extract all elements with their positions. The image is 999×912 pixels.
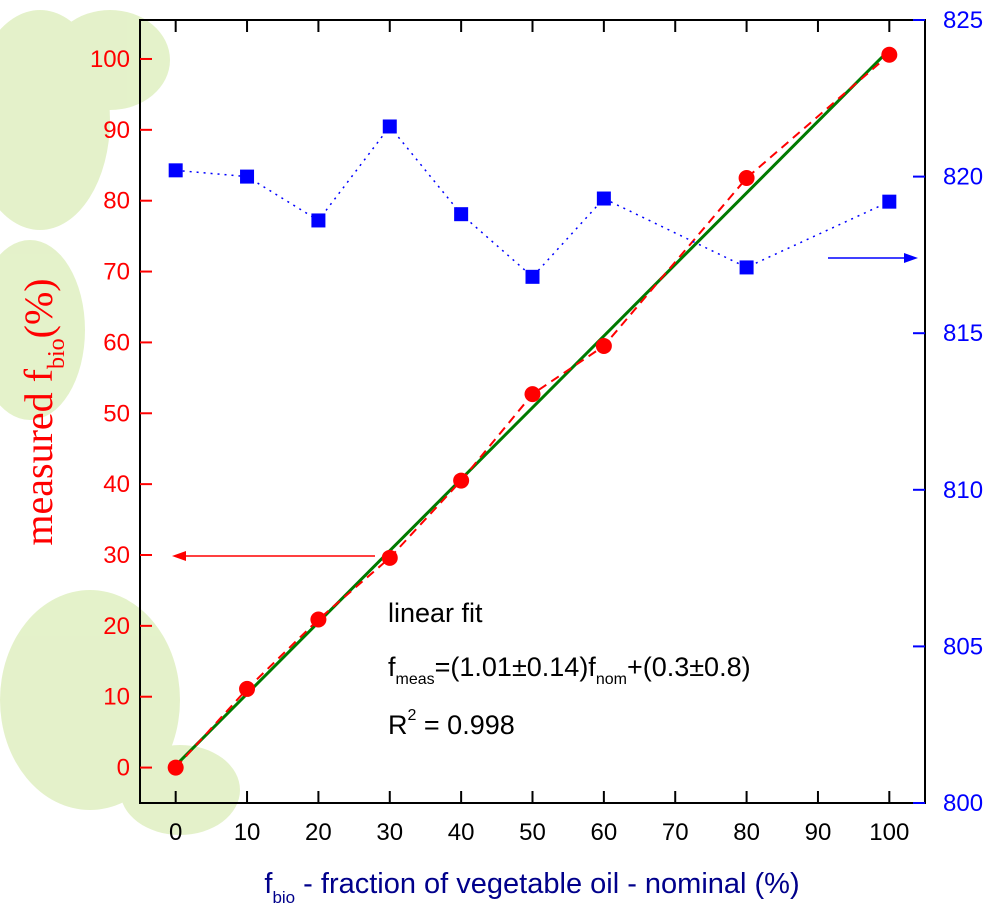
series-line: [175, 125, 890, 278]
marker-circle: [595, 337, 612, 354]
fit-r2: R2 = 0.998: [388, 707, 515, 740]
marker-square: [525, 269, 540, 284]
y2-tick-label: 820: [943, 164, 983, 191]
y-axis-label: measured fbio(%): [16, 278, 70, 545]
y-label-subscript: bio: [44, 338, 70, 369]
x-tick-label: 10: [234, 819, 261, 846]
y-tick-label: 30: [103, 542, 130, 569]
formula-subscript: nom: [596, 671, 627, 688]
right-axis-arrowhead: [904, 253, 918, 263]
y-tick-label: 40: [103, 471, 130, 498]
y-tick-label: 20: [103, 613, 130, 640]
formula-part: =(1.01±0.14)f: [435, 652, 597, 682]
x-axis-label: fbio - fraction of vegetable oil - nomin…: [264, 868, 799, 907]
r2-superscript: 2: [408, 707, 417, 724]
y-tick-label: 80: [103, 188, 130, 215]
y-tick-label: 100: [90, 46, 130, 73]
y-tick-label: 50: [103, 400, 130, 427]
fit-title: linear fit: [388, 598, 483, 628]
x-tick-label: 80: [733, 819, 760, 846]
y-label-part: (%): [16, 278, 61, 338]
marker-circle: [881, 46, 898, 63]
x-tick-label: 100: [869, 819, 909, 846]
x-tick-label: 0: [169, 819, 182, 846]
r2-part: R: [388, 710, 408, 740]
x-tick-label: 90: [805, 819, 832, 846]
y2-tick-label: 825: [943, 7, 983, 34]
x-tick-label: 30: [376, 819, 403, 846]
y-tick-label: 70: [103, 259, 130, 286]
formula-subscript: meas: [396, 671, 435, 688]
r2-part: = 0.998: [416, 710, 514, 740]
x-tick-label: 20: [305, 819, 332, 846]
x-tick-label: 70: [662, 819, 689, 846]
y-tick-label: 0: [117, 755, 130, 782]
y-tick-label: 90: [103, 117, 130, 144]
formula-part: +(0.3±0.8): [627, 652, 751, 682]
y-tick-label: 10: [103, 684, 130, 711]
x-tick-label: 60: [591, 819, 618, 846]
formula-part: f: [388, 652, 396, 682]
marker-square: [311, 213, 326, 228]
x-tick-label: 40: [448, 819, 475, 846]
marker-square: [382, 119, 397, 134]
left-axis-arrowhead: [172, 551, 186, 561]
y-tick-label: 60: [103, 329, 130, 356]
x-label-part: - fraction of vegetable oil - nominal (%…: [295, 868, 800, 900]
marker-square: [596, 191, 611, 206]
y2-tick-label: 815: [943, 320, 983, 347]
marker-circle: [310, 611, 327, 628]
x-label-subscript: bio: [272, 888, 295, 907]
marker-square: [168, 163, 183, 178]
marker-square: [240, 169, 255, 184]
plot-frame: [139, 19, 926, 804]
y-label-part: measured f: [16, 368, 61, 545]
marker-circle: [167, 759, 184, 776]
marker-square: [739, 260, 754, 275]
fit-line: [174, 48, 891, 767]
marker-square: [454, 207, 469, 222]
marker-circle: [524, 386, 541, 403]
x-tick-label: 50: [519, 819, 546, 846]
fit-formula: fmeas=(1.01±0.14)fnom+(0.3±0.8): [388, 652, 751, 688]
y2-tick-label: 805: [943, 633, 983, 660]
marker-circle: [453, 472, 470, 489]
marker-square: [882, 194, 897, 209]
background-decoration: [0, 10, 240, 835]
marker-circle: [239, 680, 256, 697]
y2-tick-label: 810: [943, 477, 983, 504]
x-label-part: f: [264, 868, 273, 900]
y2-tick-label: 800: [943, 790, 983, 817]
marker-circle: [738, 170, 755, 187]
marker-circle: [381, 549, 398, 566]
